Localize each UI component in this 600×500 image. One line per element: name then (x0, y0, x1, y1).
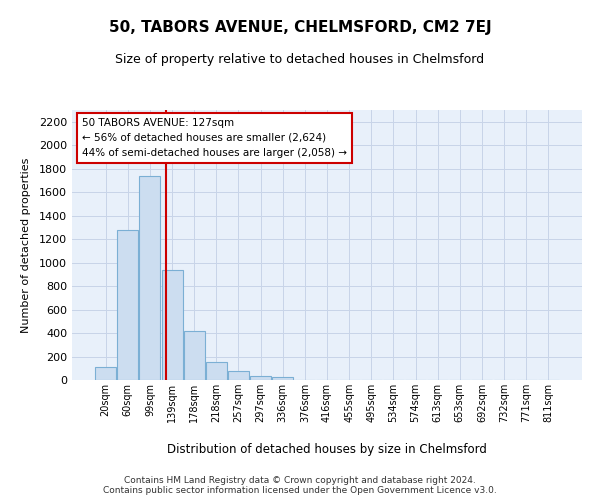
Text: Distribution of detached houses by size in Chelmsford: Distribution of detached houses by size … (167, 442, 487, 456)
Text: Size of property relative to detached houses in Chelmsford: Size of property relative to detached ho… (115, 52, 485, 66)
Bar (272, 377, 293, 380)
Text: Contains HM Land Registry data © Crown copyright and database right 2024.
Contai: Contains HM Land Registry data © Crown c… (103, 476, 497, 495)
Text: 50 TABORS AVENUE: 127sqm
← 56% of detached houses are smaller (2,624)
44% of sem: 50 TABORS AVENUE: 127sqm ← 56% of detach… (82, 118, 347, 158)
Bar (161, 270, 182, 380)
Text: 50, TABORS AVENUE, CHELMSFORD, CM2 7EJ: 50, TABORS AVENUE, CHELMSFORD, CM2 7EJ (109, 20, 491, 35)
Bar (139, 176, 160, 380)
Y-axis label: Number of detached properties: Number of detached properties (20, 158, 31, 332)
Bar (95, 367, 116, 380)
Bar (206, 362, 227, 380)
Bar (184, 332, 205, 380)
Bar (250, 376, 271, 380)
Bar (118, 230, 139, 380)
Bar (228, 371, 249, 380)
